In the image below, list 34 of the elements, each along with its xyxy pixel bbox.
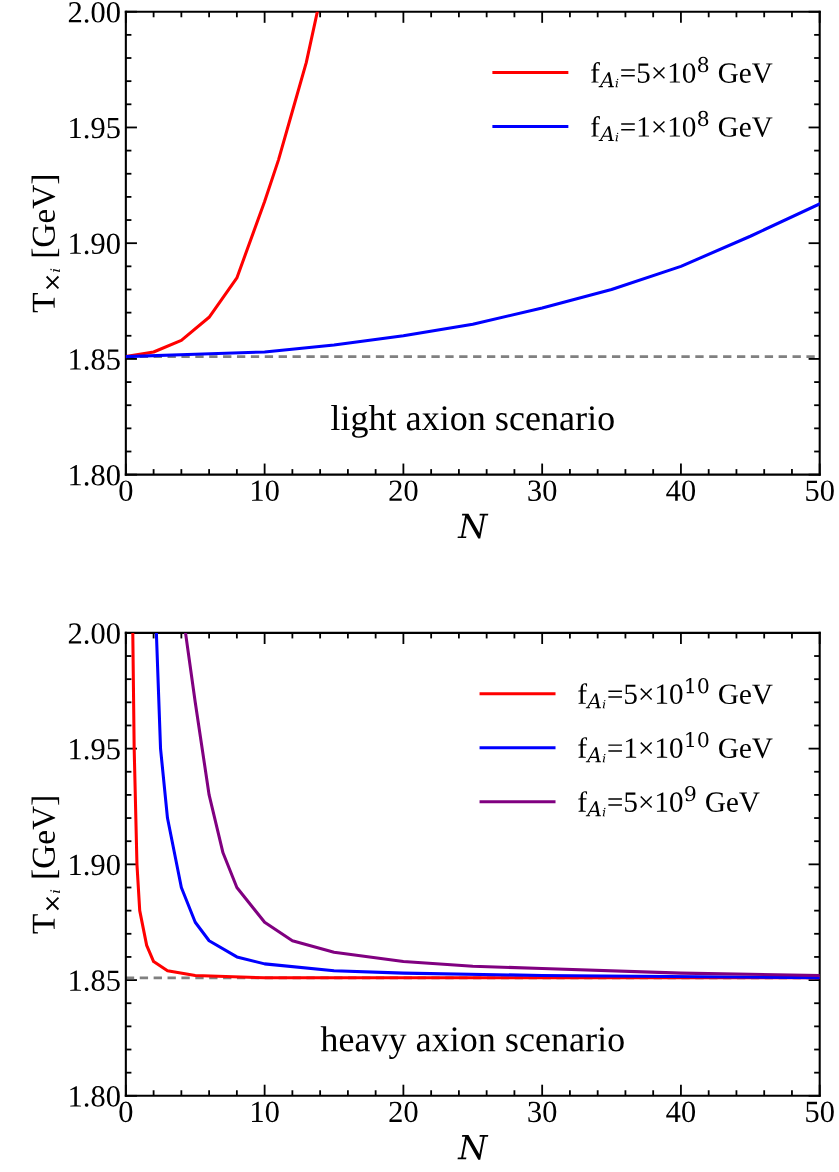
x-axis-title: N	[457, 513, 489, 539]
x-tick-label: 40	[666, 1101, 696, 1123]
x-tick-label: 50	[806, 480, 834, 502]
y-tick-label: 2.00	[68, 623, 120, 644]
x-tick-label: 40	[666, 480, 696, 502]
x-tick-label: 0	[119, 1101, 133, 1123]
legend-label: f$_{Aᵢ}$=5×10$^{10}$ GeV	[578, 678, 773, 709]
x-tick-label: 20	[389, 480, 418, 502]
y-tick-label: 1.90	[70, 854, 120, 876]
x-tick-label: 50	[806, 1101, 834, 1123]
y-axis-title: T$_{×ᵢ}$ [GeV]	[31, 176, 60, 313]
x-tick-label: 30	[528, 480, 557, 502]
legend-label: f$_{Aᵢ}$=5×10$^{9}$ GeV	[578, 785, 760, 817]
y-axis-title: T$_{×ᵢ}$ [GeV]	[31, 797, 60, 934]
y-tick-label: 1.80	[70, 464, 120, 486]
y-tick-label: 1.80	[70, 1086, 120, 1107]
x-tick-label: 0	[119, 480, 133, 502]
x-tick-label: 10	[252, 1101, 279, 1123]
y-tick-label: 1.95	[70, 117, 120, 139]
legend-label: f$_{Aᵢ}$=1×10$^{8}$ GeV	[591, 110, 773, 142]
annotation: heavy axion scenario	[320, 1026, 624, 1060]
x-tick-label: 10	[252, 480, 279, 502]
x-axis-title: N	[457, 1134, 489, 1160]
y-tick-label: 2.00	[68, 2, 120, 23]
y-tick-label: 1.85	[70, 970, 120, 992]
legend-label: f$_{Aᵢ}$=1×10$^{10}$ GeV	[578, 731, 773, 763]
y-tick-label: 1.90	[70, 233, 120, 255]
x-tick-label: 30	[528, 1101, 557, 1123]
x-tick-label: 20	[389, 1101, 418, 1123]
line-series	[125, 202, 820, 359]
y-tick-label: 1.85	[70, 349, 120, 370]
legend-label: f$_{Aᵢ}$=5×10$^{8}$ GeV	[591, 56, 773, 88]
annotation: light axion scenario	[331, 405, 614, 438]
y-tick-label: 1.95	[70, 738, 120, 760]
